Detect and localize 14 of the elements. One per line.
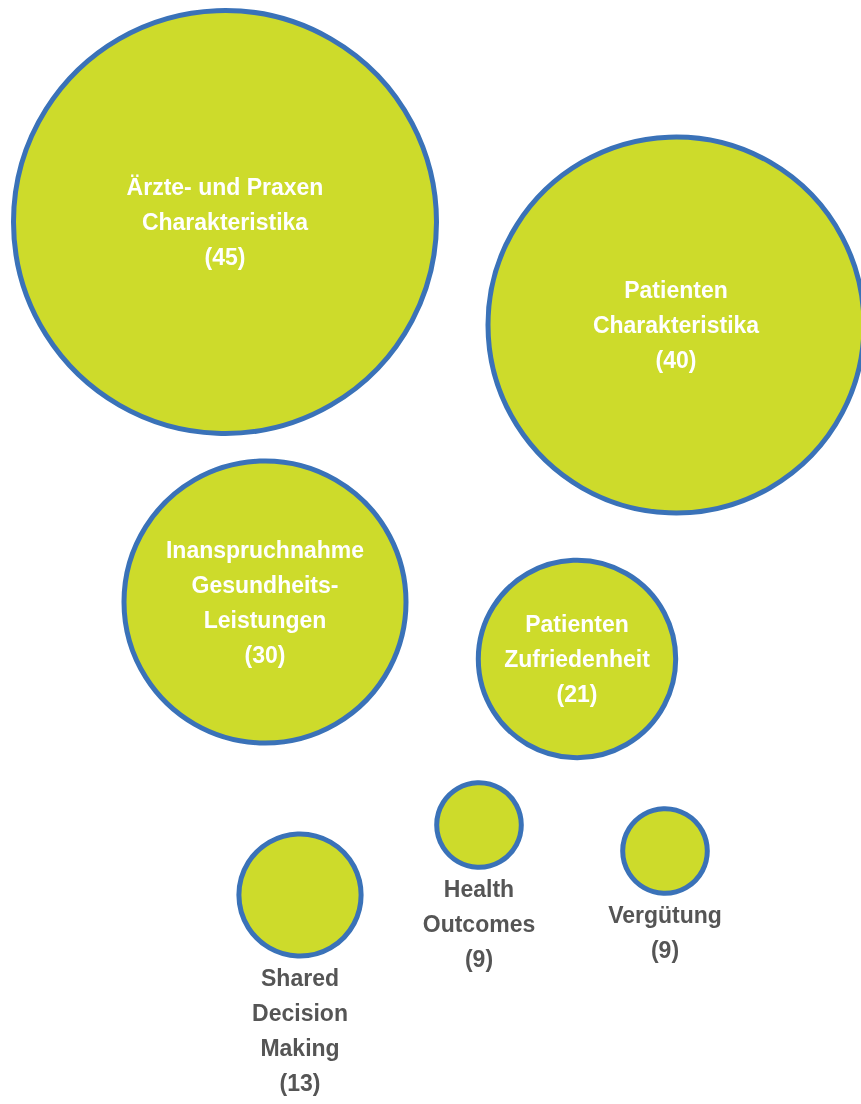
category-label: Inanspruchnahme Gesundheits-Leistungen [165, 536, 365, 633]
data-label: (45) [204, 244, 246, 270]
category-label: Vergütung [608, 902, 722, 929]
category-label: Ärzte- und Praxen Charakteristika [126, 174, 324, 235]
category-label: Shared Decision Making [252, 965, 348, 1062]
data-label: (21) [556, 681, 598, 707]
data-label: (9) [464, 946, 494, 973]
data-label: (9) [650, 937, 680, 964]
category-label: Patienten Charakteristika [592, 277, 760, 338]
category-label: Patienten Zufriedenheit [504, 611, 651, 672]
data-label: (30) [244, 641, 286, 668]
data-label: (13) [279, 1070, 321, 1097]
data-label: (40) [655, 347, 697, 373]
category-label: Health Outcomes [422, 876, 536, 938]
